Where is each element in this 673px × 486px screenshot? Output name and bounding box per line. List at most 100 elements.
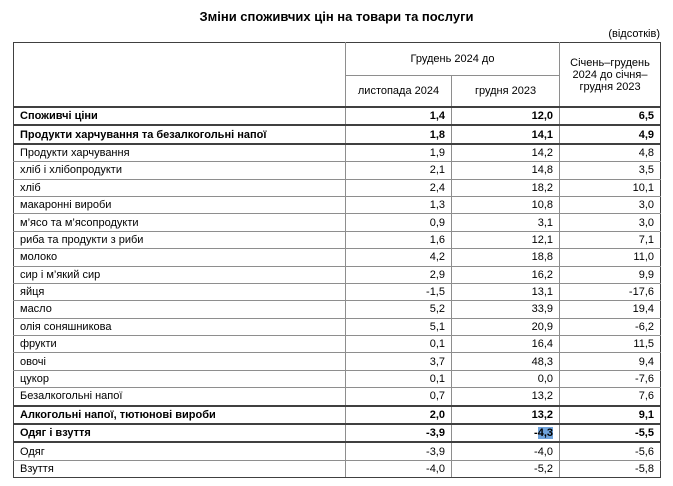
value-cell: 4,9 — [559, 124, 661, 145]
table-row: Безалкогольні напої 0,7 13,2 7,6 — [13, 387, 661, 407]
value-cell: 0,0 — [451, 369, 560, 389]
row-label: макаронні вироби — [13, 195, 346, 215]
value-cell: 9,1 — [559, 404, 661, 426]
row-label: молоко — [13, 248, 346, 267]
table-row: овочі 3,7 48,3 9,4 — [13, 352, 661, 371]
value-cell: 13,1 — [451, 282, 560, 302]
value-cell: -5,8 — [559, 459, 661, 479]
value-cell: -17,6 — [559, 282, 661, 302]
value-cell: 1,3 — [345, 195, 452, 215]
row-label: м’ясо та м’ясопродукти — [13, 213, 346, 232]
value-cell: 11,0 — [559, 248, 661, 267]
value-cell: -6,2 — [559, 317, 661, 337]
page-title: Зміни споживчих цін на товари та послуги — [199, 9, 474, 24]
value-cell: 0,7 — [345, 387, 452, 407]
value-cell: -4,0 — [451, 441, 560, 461]
row-label: хліб і хлібопродукти — [13, 161, 346, 180]
value-cell: 12,0 — [451, 105, 560, 127]
table-row: Продукти харчування та безалкогольні нап… — [13, 124, 661, 145]
value-cell: -5,6 — [559, 441, 661, 461]
value-cell: 14,1 — [451, 124, 560, 145]
value-cell: 33,9 — [451, 300, 560, 319]
row-label: хліб — [13, 178, 346, 197]
value-cell: 2,9 — [345, 265, 452, 284]
table-row: м’ясо та м’ясопродукти 0,9 3,1 3,0 — [13, 213, 661, 232]
value-cell: 5,1 — [345, 317, 452, 337]
value-cell: 3,5 — [559, 161, 661, 180]
header-dec-2023: грудня 2023 — [451, 75, 560, 108]
row-label: риба та продукти з риби — [13, 230, 346, 250]
row-label: овочі — [13, 352, 346, 371]
row-label: фрукти — [13, 335, 346, 354]
table-row: масло 5,2 33,9 19,4 — [13, 300, 661, 319]
unit-note: (відсотків) — [608, 28, 660, 40]
value-cell: 14,8 — [451, 161, 560, 180]
value-cell: 10,1 — [559, 178, 661, 197]
value-cell: 2,4 — [345, 178, 452, 197]
value-cell: 14,2 — [451, 143, 560, 163]
value-cell: 11,5 — [559, 335, 661, 354]
table-row: Продукти харчування 1,9 14,2 4,8 — [13, 143, 661, 163]
value-cell: -3,9 — [345, 441, 452, 461]
value-cell: -1,5 — [345, 282, 452, 302]
value-cell: 4,2 — [345, 248, 452, 267]
header-jan-dec-period: Січень–грудень 2024 до січня–грудня 2023 — [559, 42, 661, 108]
value-cell: -3,9 — [345, 423, 452, 444]
row-label: Продукти харчування та безалкогольні нап… — [13, 124, 346, 145]
value-cell: 6,5 — [559, 105, 661, 127]
value-cell: 20,9 — [451, 317, 560, 337]
value-cell: 3,0 — [559, 195, 661, 215]
header-nov-2024: листопада 2024 — [345, 75, 452, 108]
table-row: хліб і хлібопродукти 2,1 14,8 3,5 — [13, 161, 661, 180]
value-cell: 13,2 — [451, 387, 560, 407]
value-cell: 7,1 — [559, 230, 661, 250]
value-cell: 3,0 — [559, 213, 661, 232]
value-cell: -7,6 — [559, 369, 661, 389]
value-cell: 18,2 — [451, 178, 560, 197]
value-cell: 1,6 — [345, 230, 452, 250]
table-row: сир і м’який сир 2,9 16,2 9,9 — [13, 265, 661, 284]
value-cell: 0,1 — [345, 335, 452, 354]
row-label: сир і м’який сир — [13, 265, 346, 284]
value-cell: -5,2 — [451, 459, 560, 479]
value-cell: 7,6 — [559, 387, 661, 407]
value-cell: 1,4 — [345, 105, 452, 127]
table-row: макаронні вироби 1,3 10,8 3,0 — [13, 195, 661, 215]
table-row: молоко 4,2 18,8 11,0 — [13, 248, 661, 267]
price-table: Грудень 2024 до Січень–грудень 2024 до с… — [13, 42, 661, 479]
table-row: риба та продукти з риби 1,6 12,1 7,1 — [13, 230, 661, 250]
row-label: масло — [13, 300, 346, 319]
row-label: олія соняшникова — [13, 317, 346, 337]
value-cell: 13,2 — [451, 404, 560, 426]
value-cell: 4,8 — [559, 143, 661, 163]
table-row: яйця -1,5 13,1 -17,6 — [13, 282, 661, 302]
row-label: яйця — [13, 282, 346, 302]
table-row: цукор 0,1 0,0 -7,6 — [13, 369, 661, 389]
table-row: Одяг -3,9 -4,0 -5,6 — [13, 441, 661, 461]
table-row: хліб 2,4 18,2 10,1 — [13, 178, 661, 197]
value-cell: 18,8 — [451, 248, 560, 267]
row-label: Одяг — [13, 441, 346, 461]
value-cell: 1,9 — [345, 143, 452, 163]
value-cell: 1,8 — [345, 124, 452, 145]
row-label: Одяг і взуття — [13, 423, 346, 444]
row-label: Споживчі ціни — [13, 105, 346, 127]
value-cell: -4,0 — [345, 459, 452, 479]
value-cell: 16,4 — [451, 335, 560, 354]
row-label: Продукти харчування — [13, 143, 346, 163]
row-label: Алкогольні напої, тютюнові вироби — [13, 404, 346, 426]
value-cell: 2,1 — [345, 161, 452, 180]
value-cell: 3,1 — [451, 213, 560, 232]
value-cell: -4,3 — [451, 423, 560, 444]
value-cell: 12,1 — [451, 230, 560, 250]
row-label: цукор — [13, 369, 346, 389]
value-cell: 48,3 — [451, 352, 560, 371]
value-cell: 0,9 — [345, 213, 452, 232]
table-row: Алкогольні напої, тютюнові вироби 2,0 13… — [13, 404, 661, 426]
table-row: Одяг і взуття -3,9 -4,3 -5,5 — [13, 423, 661, 444]
table-row: олія соняшникова 5,1 20,9 -6,2 — [13, 317, 661, 337]
table-header: Грудень 2024 до Січень–грудень 2024 до с… — [13, 42, 661, 108]
row-label: Безалкогольні напої — [13, 387, 346, 407]
row-label: Взуття — [13, 459, 346, 479]
